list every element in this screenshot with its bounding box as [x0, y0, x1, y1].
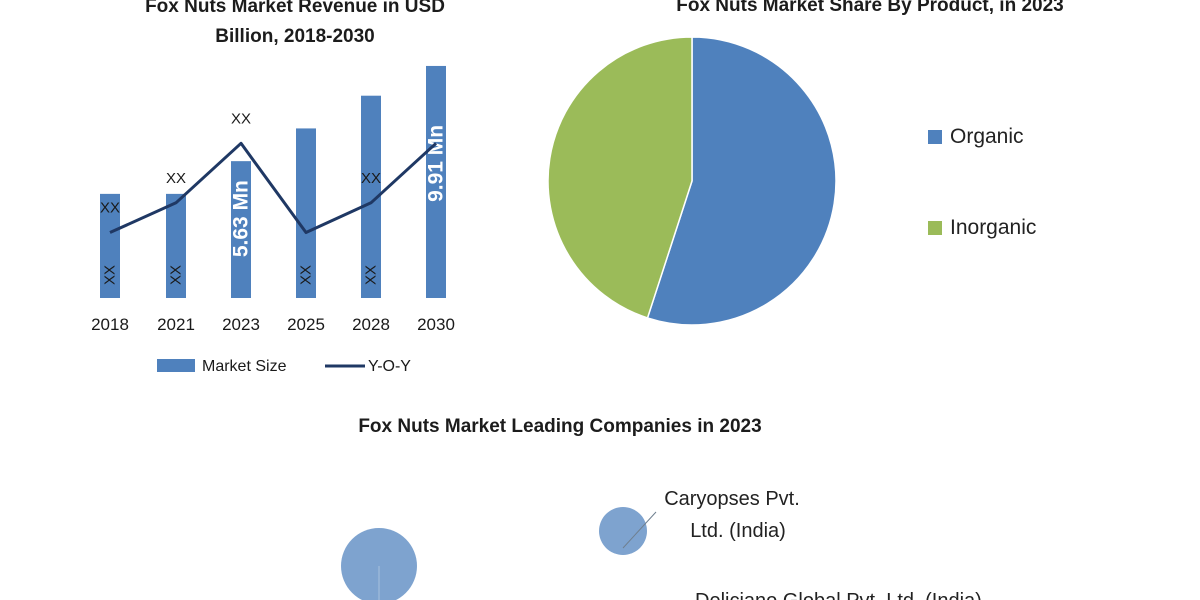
company-label-caryopses-line2: Ltd. (India)	[690, 520, 786, 542]
legend-market-size-label: Market Size	[202, 358, 287, 375]
company-leader-caryopses	[622, 511, 657, 549]
x-tick-2028: 2028	[352, 315, 390, 334]
yoy-line	[109, 141, 438, 235]
revenue-title-line2: Billion, 2018-2030	[215, 26, 375, 47]
bar-2028	[361, 95, 381, 298]
revenue-title-line1: Fox Nuts Market Revenue in USD	[145, 0, 445, 17]
bar-2018	[100, 193, 120, 298]
company-bubble-large	[341, 528, 417, 600]
company-label-caryopses-line1: Caryopses Pvt.	[664, 488, 800, 510]
bar-label-2023: 5.63 Mn	[230, 180, 253, 257]
yoy-label-2021: XX	[166, 170, 186, 187]
revenue-chart-title: Fox Nuts Market Revenue in USD Billion, …	[100, 0, 490, 52]
yoy-label-2018: XX	[100, 200, 120, 217]
organic-swatch	[928, 130, 942, 144]
bar-2030	[426, 65, 446, 298]
inorganic-swatch	[928, 221, 942, 235]
bar-label-2025: XX	[298, 265, 315, 285]
bar-label-2028: XX	[363, 265, 380, 285]
company-bubble-caryopses	[599, 507, 647, 555]
legend-organic: Organic	[928, 125, 1024, 149]
x-tick-2021: 2021	[157, 315, 195, 334]
bar-2021	[166, 193, 186, 298]
bar-2023	[231, 161, 251, 298]
bar-2025	[296, 128, 316, 298]
legend-inorganic: Inorganic	[928, 216, 1036, 240]
x-tick-2023: 2023	[222, 315, 260, 334]
x-tick-2025: 2025	[287, 315, 325, 334]
yoy-label-2028: XX	[361, 170, 381, 187]
companies-chart-title: Fox Nuts Market Leading Companies in 202…	[358, 416, 762, 437]
bar-label-2018: XX	[102, 265, 119, 285]
x-tick-2030: 2030	[417, 315, 455, 334]
yoy-label-2023: XX	[231, 110, 251, 127]
pie-chart-title: Fox Nuts Market Share By Product, in 202…	[676, 0, 1064, 16]
bar-label-2021: XX	[168, 265, 185, 285]
pie-slice-organic	[646, 36, 837, 326]
pie-slice-inorganic	[547, 36, 693, 319]
legend-inorganic-label: Inorganic	[950, 216, 1037, 239]
bar-label-2030: 9.91 Mn	[425, 125, 448, 202]
legend-yoy-label: Y-O-Y	[368, 358, 411, 375]
legend-organic-label: Organic	[950, 125, 1024, 148]
legend-market-size-swatch	[157, 359, 195, 372]
company-label-deliciano: Deliciano Global Pvt. Ltd. (India)	[695, 590, 982, 600]
x-tick-2018: 2018	[91, 315, 129, 334]
